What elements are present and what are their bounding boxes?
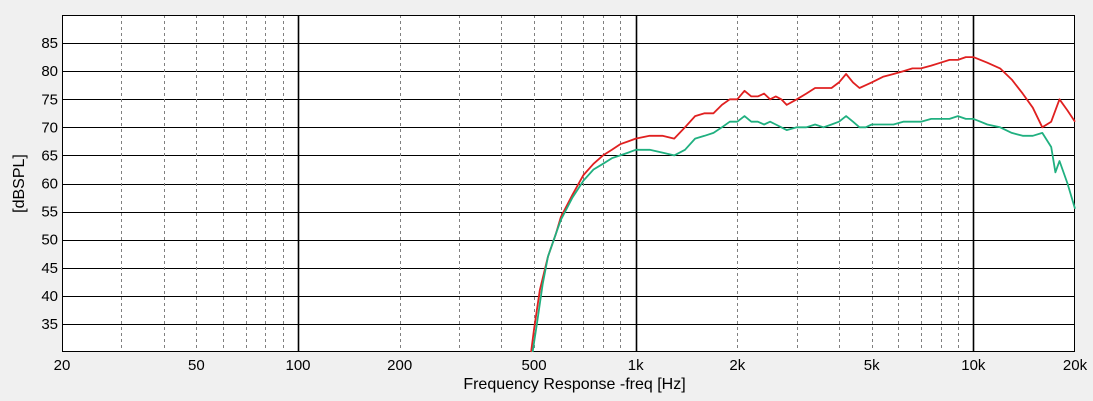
y-tick-label: 80 <box>41 63 58 80</box>
series-layer <box>530 56 1076 353</box>
y-tick-label: 55 <box>41 204 58 221</box>
series-line-1 <box>530 56 1076 353</box>
grid-lines <box>62 15 1075 352</box>
y-tick-labels: 35 40 45 50 55 60 65 70 75 80 85 <box>41 35 58 333</box>
y-tick-label: 50 <box>41 232 58 249</box>
y-tick-label: 75 <box>41 91 58 108</box>
x-tick-label: 2k <box>729 357 745 374</box>
x-tick-label: 50 <box>188 357 205 374</box>
x-tick-label: 500 <box>522 357 547 374</box>
y-tick-label: 85 <box>41 35 58 52</box>
x-tick-label: 5k <box>864 357 880 374</box>
x-tick-label: 20k <box>1063 357 1088 374</box>
x-tick-labels: 20 50 100 200 500 1k 2k 5k 10k 20k <box>54 357 1088 374</box>
y-tick-label: 70 <box>41 119 58 136</box>
plot-area <box>62 15 1075 352</box>
y-tick-label: 40 <box>41 288 58 305</box>
y-tick-label: 65 <box>41 147 58 164</box>
series-line-2 <box>531 115 1076 353</box>
x-tick-label: 200 <box>387 357 412 374</box>
x-tick-label: 1k <box>628 357 644 374</box>
plot-border <box>62 15 1075 352</box>
y-axis-title: [dBSPL] <box>11 154 28 213</box>
x-axis-title: Frequency Response -freq [Hz] <box>463 376 685 393</box>
x-tick-label: 20 <box>54 357 71 374</box>
x-tick-label: 100 <box>286 357 311 374</box>
y-tick-label: 60 <box>41 176 58 193</box>
y-tick-label: 35 <box>41 316 58 333</box>
x-tick-label: 10k <box>961 357 986 374</box>
y-tick-label: 45 <box>41 260 58 277</box>
